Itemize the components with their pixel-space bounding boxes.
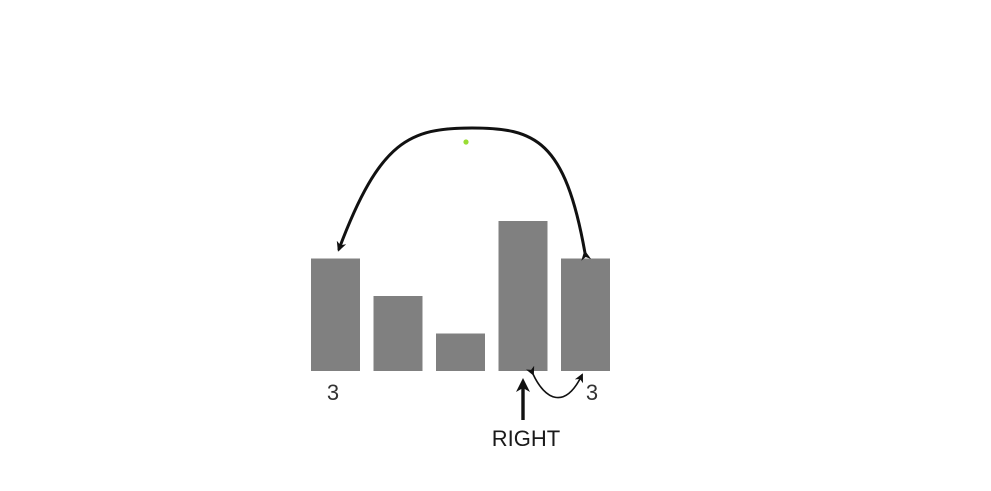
- marker-dot: [463, 139, 469, 145]
- bars: [311, 221, 610, 371]
- bar-4: [498, 221, 548, 371]
- left-value-label: 3: [327, 380, 339, 405]
- bar-3: [436, 333, 485, 371]
- bar-5: [561, 258, 610, 371]
- bar-1: [311, 258, 360, 371]
- right-value-label: 3: [586, 380, 598, 405]
- bar-2: [373, 296, 423, 371]
- right-pointer-label: RIGHT: [492, 426, 560, 451]
- swap-arc-arrow: [336, 126, 592, 261]
- compare-arc-arrow: [525, 365, 583, 399]
